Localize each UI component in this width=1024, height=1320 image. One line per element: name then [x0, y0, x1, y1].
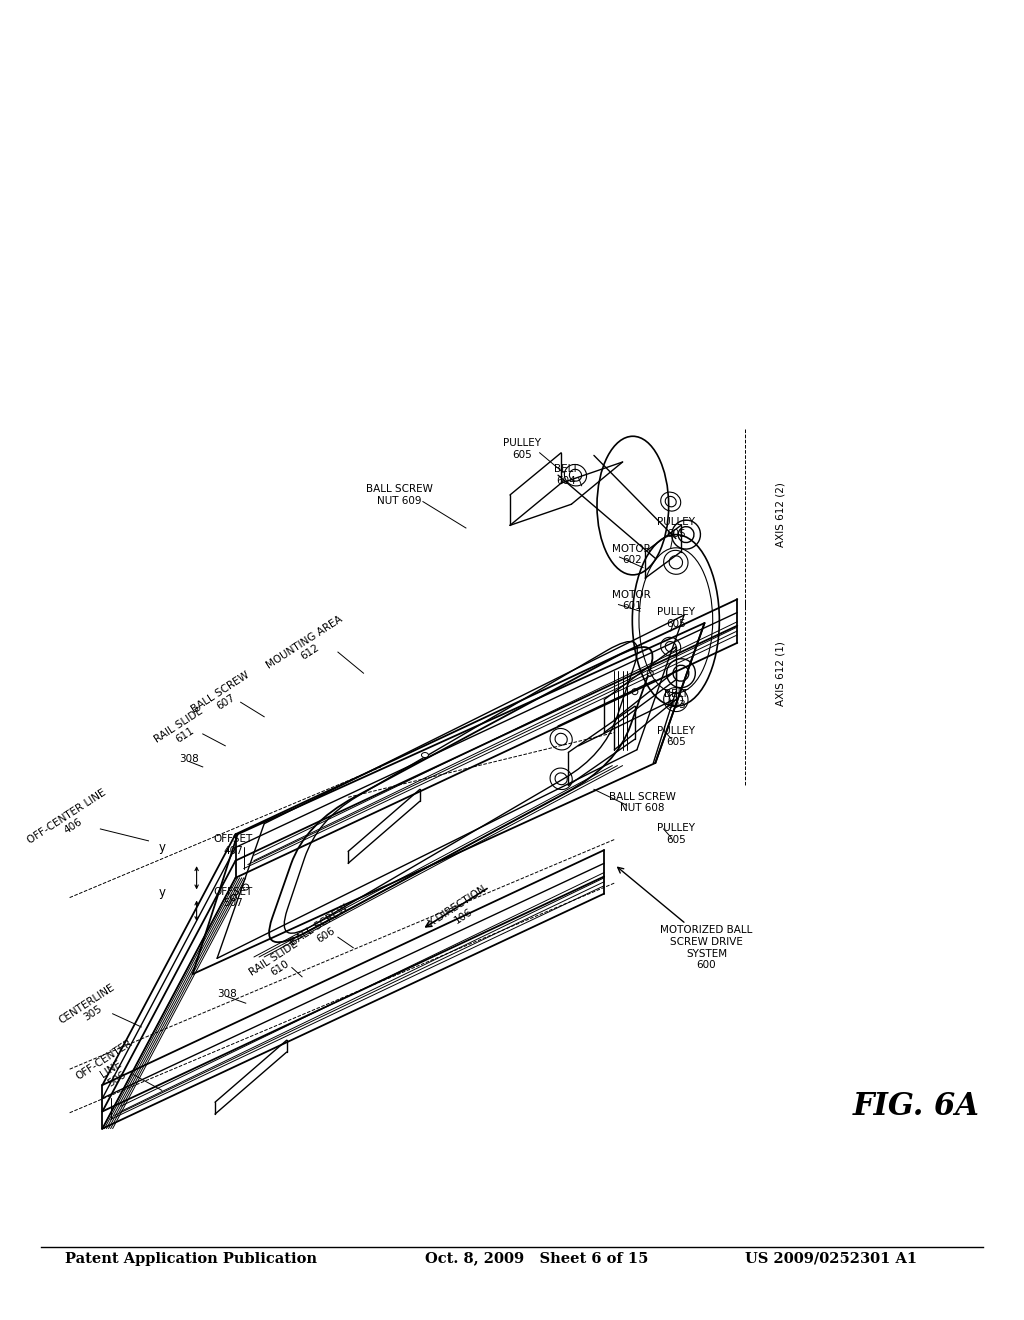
Text: 308: 308	[217, 989, 238, 999]
Ellipse shape	[647, 671, 653, 676]
Ellipse shape	[632, 689, 638, 694]
Ellipse shape	[230, 895, 237, 900]
Text: BALL SCREW
NUT 608: BALL SCREW NUT 608	[608, 792, 676, 813]
Text: PULLEY
605: PULLEY 605	[656, 517, 695, 539]
Text: MOUNTING AREA
612: MOUNTING AREA 612	[264, 614, 350, 680]
Text: Patent Application Publication: Patent Application Publication	[65, 1251, 316, 1266]
Text: RAIL SLIDE
610: RAIL SLIDE 610	[247, 940, 306, 987]
Text: BALL SCREW
606: BALL SCREW 606	[289, 903, 356, 958]
Text: MOTOR
602: MOTOR 602	[612, 544, 651, 565]
Text: PULLEY
605: PULLEY 605	[656, 607, 695, 628]
Text: y: y	[159, 841, 165, 854]
Text: BELT
603: BELT 603	[664, 689, 688, 710]
Text: OFFSET
507: OFFSET 507	[214, 887, 253, 908]
Ellipse shape	[422, 752, 428, 758]
Text: PULLEY
605: PULLEY 605	[656, 824, 695, 845]
Text: CENTERLINE
305: CENTERLINE 305	[57, 982, 123, 1035]
Text: MOTORIZED BALL
SCREW DRIVE
SYSTEM
600: MOTORIZED BALL SCREW DRIVE SYSTEM 600	[660, 925, 753, 970]
Text: MOTOR
601: MOTOR 601	[612, 590, 651, 611]
Text: AXIS 612 (2): AXIS 612 (2)	[775, 482, 785, 548]
Text: X-DIRECTION
106: X-DIRECTION 106	[427, 883, 495, 939]
Text: BALL SCREW
NUT 609: BALL SCREW NUT 609	[366, 484, 433, 506]
Ellipse shape	[243, 884, 249, 890]
Text: PULLEY
605: PULLEY 605	[656, 726, 695, 747]
Text: US 2009/0252301 A1: US 2009/0252301 A1	[745, 1251, 918, 1266]
Text: BALL SCREW
607: BALL SCREW 607	[189, 669, 257, 725]
Text: 308: 308	[179, 754, 200, 764]
Text: PULLEY
605: PULLEY 605	[503, 438, 542, 459]
Text: OFF-CENTER LINE
406: OFF-CENTER LINE 406	[26, 787, 114, 855]
Text: BELT
604: BELT 604	[554, 465, 579, 486]
Text: FIG. 6A: FIG. 6A	[853, 1090, 980, 1122]
Text: OFF-CENTER
LINE
506: OFF-CENTER LINE 506	[74, 1038, 147, 1101]
Text: AXIS 612 (1): AXIS 612 (1)	[775, 640, 785, 706]
Text: Oct. 8, 2009   Sheet 6 of 15: Oct. 8, 2009 Sheet 6 of 15	[425, 1251, 648, 1266]
Text: OFFSET
407: OFFSET 407	[214, 834, 253, 855]
Text: y: y	[159, 886, 165, 899]
Text: RAIL SLIDE
611: RAIL SLIDE 611	[153, 706, 212, 754]
